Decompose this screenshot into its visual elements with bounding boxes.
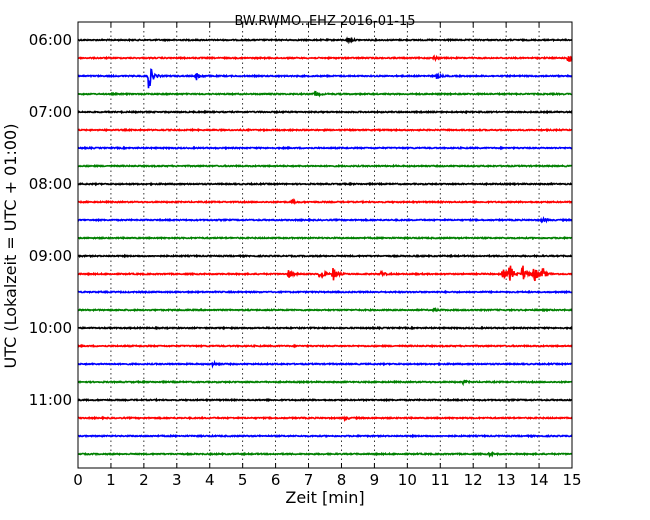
x-tick-label: 4 (205, 471, 215, 489)
trace-line (77, 289, 573, 295)
y-tick-label: 08:00 (29, 175, 72, 193)
trace-line (77, 451, 573, 458)
x-tick-label: 14 (530, 471, 549, 489)
x-tick-label: 11 (431, 471, 450, 489)
trace-line (77, 397, 573, 403)
x-axis-label: Zeit [min] (285, 488, 364, 507)
trace-line (77, 235, 573, 241)
trace-line (77, 415, 573, 423)
trace-line (77, 54, 573, 63)
trace-line (77, 198, 573, 205)
x-tick-label: 0 (73, 471, 83, 489)
trace-line (77, 379, 573, 387)
trace-line (77, 145, 573, 151)
y-tick-label: 09:00 (29, 247, 72, 265)
x-tick-label: 6 (271, 471, 281, 489)
trace-line (77, 127, 573, 133)
x-tick-label: 9 (370, 471, 380, 489)
x-axis-ticks: 0 1 2 3 4 5 6 7 8 9 10 11 12 13 14 15 (73, 22, 582, 489)
x-tick-label: 15 (562, 471, 581, 489)
trace-line (77, 90, 573, 98)
x-tick-label: 1 (106, 471, 116, 489)
y-tick-label: 11:00 (29, 391, 72, 409)
x-tick-label: 3 (172, 471, 182, 489)
y-tick-label: 07:00 (29, 103, 72, 121)
trace-line (77, 359, 573, 369)
x-tick-label: 12 (464, 471, 483, 489)
plot-frame (77, 21, 573, 469)
y-axis-ticks: 06:00 07:00 08:00 09:00 10:00 11:00 (29, 31, 572, 409)
trace-line (77, 181, 573, 187)
trace-line (77, 265, 573, 282)
y-axis-label: UTC (Lokalzeit = UTC + 01:00) (1, 124, 20, 369)
trace-line (77, 36, 573, 45)
x-tick-label: 10 (398, 471, 417, 489)
trace-line (77, 307, 573, 313)
trace-line (77, 253, 573, 259)
trace-line (77, 215, 573, 224)
trace-line (77, 109, 573, 115)
trace-line (77, 343, 573, 349)
trace-line (77, 68, 573, 89)
x-tick-label: 13 (497, 471, 516, 489)
x-tick-label: 7 (304, 471, 314, 489)
x-tick-label: 5 (238, 471, 248, 489)
seismic-traces (77, 36, 573, 458)
y-tick-label: 06:00 (29, 31, 72, 49)
y-tick-label: 10:00 (29, 319, 72, 337)
trace-line (77, 433, 573, 439)
trace-line (77, 325, 573, 331)
trace-line (77, 163, 573, 169)
x-tick-label: 8 (337, 471, 347, 489)
x-tick-label: 2 (139, 471, 149, 489)
